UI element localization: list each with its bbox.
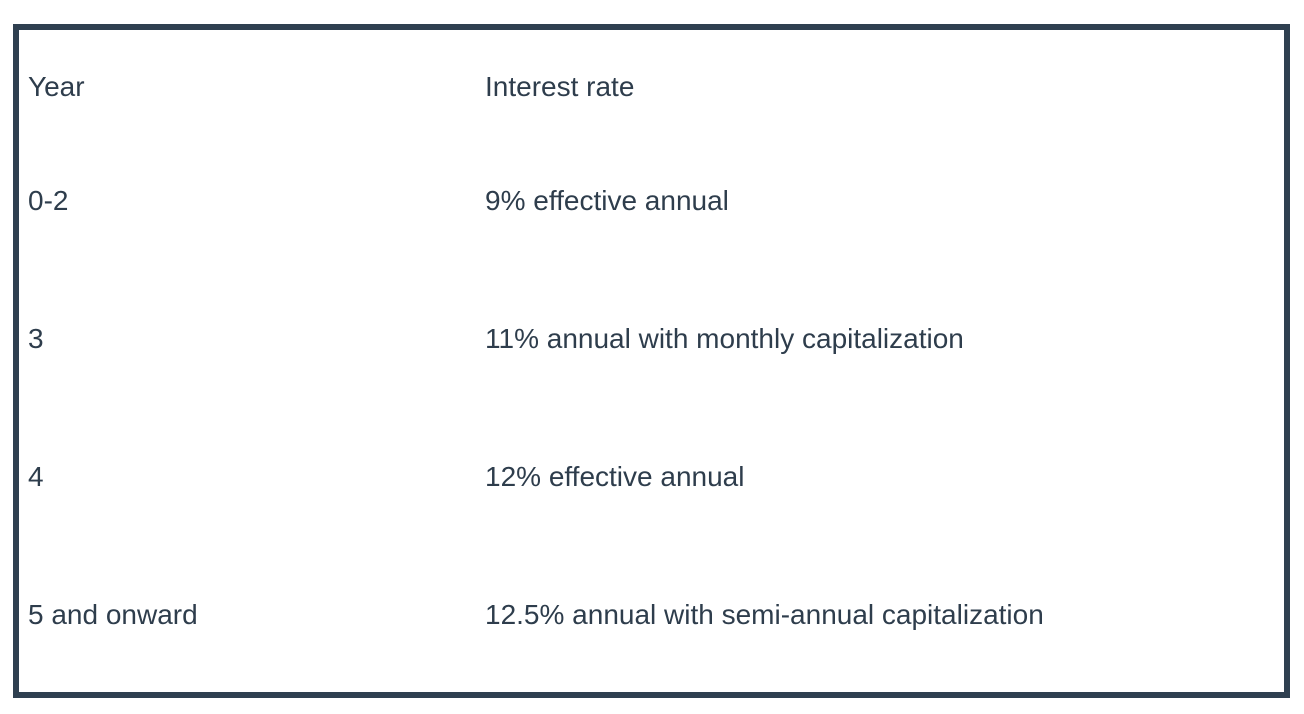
rate-cell: 11% annual with monthly capitalization bbox=[485, 323, 964, 354]
year-cell: 5 and onward bbox=[28, 599, 198, 630]
rate-cell: 12.5% annual with semi-annual capitaliza… bbox=[485, 599, 1044, 630]
table-row: 0-2 9% effective annual bbox=[19, 132, 1284, 270]
rate-cell: 9% effective annual bbox=[485, 185, 729, 216]
table-row: 3 11% annual with monthly capitalization bbox=[19, 270, 1284, 408]
table-row: 4 12% effective annual bbox=[19, 408, 1284, 546]
year-cell: 3 bbox=[28, 323, 44, 354]
table-row: 5 and onward 12.5% annual with semi-annu… bbox=[19, 546, 1284, 684]
table-header-row: Year Interest rate bbox=[19, 30, 1284, 132]
year-cell: 4 bbox=[28, 461, 44, 492]
column-header-interest-rate: Interest rate bbox=[485, 71, 635, 102]
year-cell: 0-2 bbox=[28, 185, 69, 216]
interest-rate-table: Year Interest rate 0-2 9% effective annu… bbox=[19, 30, 1284, 684]
interest-rate-table-frame: Year Interest rate 0-2 9% effective annu… bbox=[13, 24, 1290, 698]
rate-cell: 12% effective annual bbox=[485, 461, 745, 492]
column-header-year: Year bbox=[28, 71, 85, 102]
